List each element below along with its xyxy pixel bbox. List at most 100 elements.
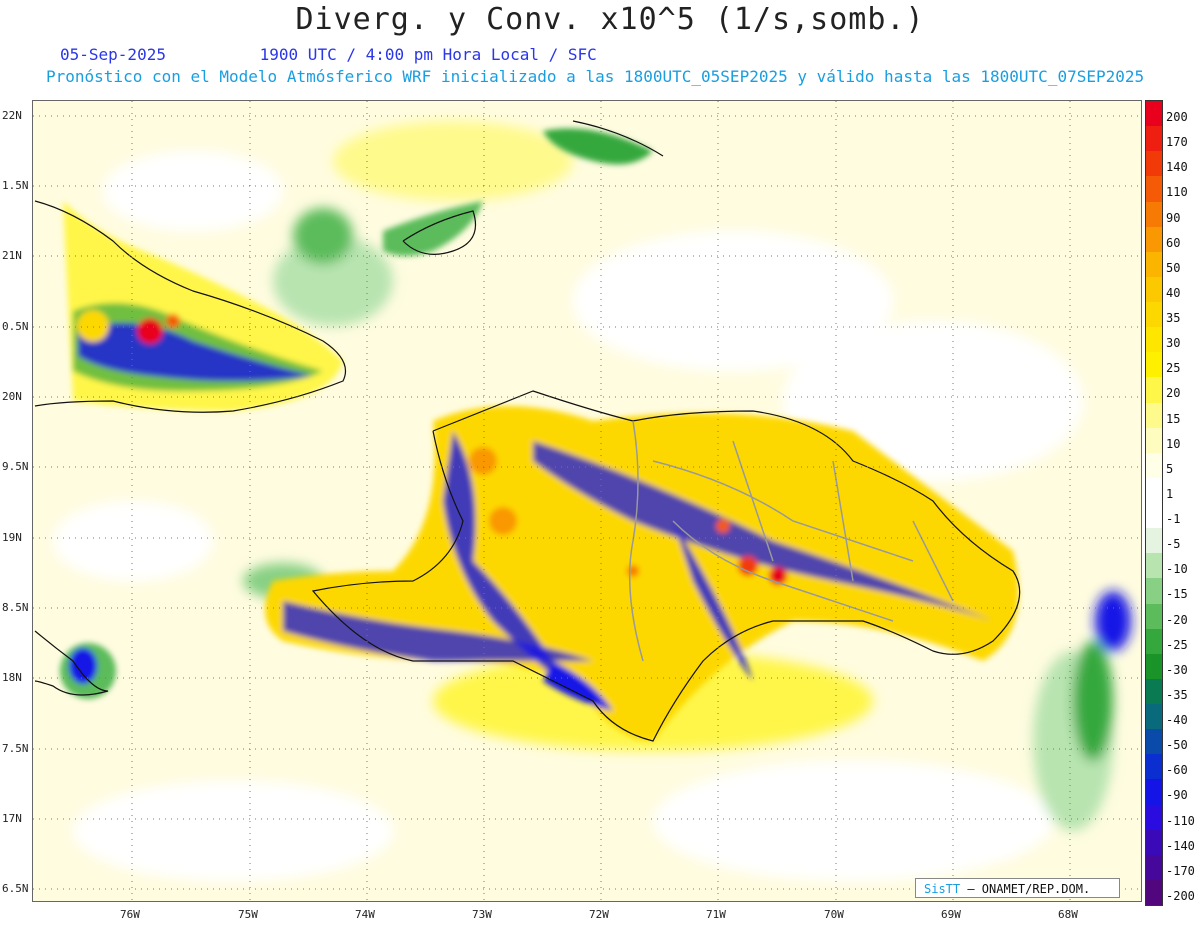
colorbar-swatch — [1146, 327, 1162, 353]
colorbar-swatch — [1146, 578, 1162, 604]
province-borders — [628, 420, 954, 662]
lon-label-75w: 75W — [238, 908, 258, 921]
lon-label-72w: 72W — [589, 908, 609, 921]
lon-label-68w: 68W — [1058, 908, 1078, 921]
hispaniola-field — [265, 406, 1019, 741]
colorbar-swatch — [1146, 226, 1162, 252]
colorbar-swatch — [1146, 101, 1162, 127]
colorbar-tick-label: -15 — [1166, 587, 1188, 602]
colorbar-tick-label: 40 — [1166, 285, 1181, 300]
lat-label-19n: 19N — [2, 531, 22, 544]
coastlines — [34, 120, 1021, 742]
forecast-time-info: 1900 UTC / 4:00 pm Hora Local / SFC — [259, 45, 597, 64]
valid-time-line: 05-Sep-2025 1900 UTC / 4:00 pm Hora Loca… — [60, 45, 860, 64]
colorbar-swatch — [1146, 603, 1162, 629]
lat-label-20-5n: 0.5N — [2, 320, 29, 333]
colorbar-swatch — [1146, 879, 1162, 905]
colorbar-swatch — [1146, 402, 1162, 428]
colorbar-swatch — [1146, 176, 1162, 202]
colorbar-tick-label: 200 — [1166, 110, 1188, 124]
colorbar-tick-label: -110 — [1166, 813, 1195, 828]
colorbar-tick-label: 5 — [1166, 461, 1174, 476]
lon-label-73w: 73W — [472, 908, 492, 921]
lon-label-70w: 70W — [824, 908, 844, 921]
colorbar-tick-label: -25 — [1166, 637, 1188, 652]
lat-label-18-5n: 8.5N — [2, 601, 29, 614]
lat-label-16-5n: 6.5N — [2, 882, 29, 895]
colorbar-tick-label: -20 — [1166, 612, 1188, 627]
colorbar-tick-label: -5 — [1166, 537, 1181, 552]
colorbar-swatch — [1146, 201, 1162, 227]
colorbar-swatch — [1146, 151, 1162, 177]
lat-label-17-5n: 7.5N — [2, 742, 29, 755]
colorbar-tick-label: -50 — [1166, 738, 1188, 753]
colorbar-swatch — [1146, 503, 1162, 529]
colorbar-tick-label: -200 — [1166, 888, 1195, 903]
colorbar-swatch — [1146, 678, 1162, 704]
colorbar-tick-label: 35 — [1166, 311, 1181, 325]
forecast-date: 05-Sep-2025 — [60, 45, 166, 64]
colorbar-swatch — [1146, 779, 1162, 805]
colorbar-tick-label: 20 — [1166, 386, 1181, 401]
sistt-logo: SisTT — [924, 882, 961, 896]
colorbar-tick-label: -60 — [1166, 763, 1188, 778]
cuba-field — [63, 201, 343, 411]
colorbar-tick-label: 25 — [1166, 361, 1181, 376]
colorbar-tick-label: 15 — [1166, 411, 1181, 426]
colorbar — [1145, 100, 1163, 906]
lon-label-76w: 76W — [120, 908, 140, 921]
colorbar-swatch — [1146, 829, 1162, 855]
lat-label-21-5n: 1.5N — [2, 179, 29, 192]
colorbar-swatch — [1146, 653, 1162, 679]
colorbar-tick-label: 90 — [1166, 210, 1181, 225]
colorbar-swatch — [1146, 754, 1162, 780]
colorbar-swatch — [1146, 528, 1162, 554]
colorbar-swatch — [1146, 854, 1162, 880]
colorbar-swatch — [1146, 126, 1162, 152]
colorbar-tick-label: -40 — [1166, 713, 1188, 727]
lat-label-21n: 21N — [2, 249, 22, 262]
colorbar-tick-label: 140 — [1166, 160, 1188, 175]
jamaica-field — [60, 643, 116, 699]
colorbar-tick-label: 1 — [1166, 486, 1174, 501]
colorbar-swatch — [1146, 704, 1162, 730]
colorbar-swatch — [1146, 377, 1162, 403]
divergence-field-map — [33, 101, 1141, 901]
lat-label-17n: 17N — [2, 812, 22, 825]
lat-label-20n: 20N — [2, 390, 22, 403]
colorbar-swatch — [1146, 452, 1162, 478]
lat-label-19-5n: 9.5N — [2, 460, 29, 473]
colorbar-swatch — [1146, 553, 1162, 579]
colorbar-tick-label: 170 — [1166, 135, 1188, 150]
colorbar-tick-label: 110 — [1166, 185, 1188, 200]
colorbar-tick-label: 10 — [1166, 436, 1181, 451]
credit-text: – ONAMET/REP.DOM. — [960, 882, 1091, 896]
credit-box: SisTT – ONAMET/REP.DOM. — [915, 878, 1120, 898]
colorbar-swatch — [1146, 352, 1162, 378]
lat-label-18n: 18N — [2, 671, 22, 684]
model-run-subtitle: Pronóstico con el Modelo Atmósferico WRF… — [46, 67, 1145, 86]
colorbar-tick-label: -10 — [1166, 562, 1188, 577]
colorbar-tick-label: -1 — [1166, 512, 1181, 526]
colorbar-tick-label: 30 — [1166, 336, 1181, 351]
colorbar-swatch — [1146, 729, 1162, 755]
lon-label-71w: 71W — [706, 908, 726, 921]
lat-label-22n: 22N — [2, 109, 22, 122]
map-panel — [32, 100, 1142, 902]
colorbar-tick-label: -90 — [1166, 788, 1188, 803]
colorbar-swatch — [1146, 276, 1162, 302]
colorbar-tick-label: 50 — [1166, 260, 1181, 275]
colorbar-swatch — [1146, 628, 1162, 654]
colorbar-swatch — [1146, 251, 1162, 277]
graticule — [33, 101, 1141, 901]
map-title: Diverg. y Conv. x10^5 (1/s,somb.) — [295, 2, 925, 37]
colorbar-swatch — [1146, 427, 1162, 453]
lon-label-69w: 69W — [941, 908, 961, 921]
colorbar-tick-label: -30 — [1166, 662, 1188, 677]
colorbar-swatch — [1146, 804, 1162, 830]
colorbar-tick-label: 60 — [1166, 235, 1181, 250]
lon-label-74w: 74W — [355, 908, 375, 921]
colorbar-tick-label: -170 — [1166, 863, 1195, 878]
colorbar-tick-label: -35 — [1166, 687, 1188, 702]
colorbar-swatch — [1146, 302, 1162, 328]
